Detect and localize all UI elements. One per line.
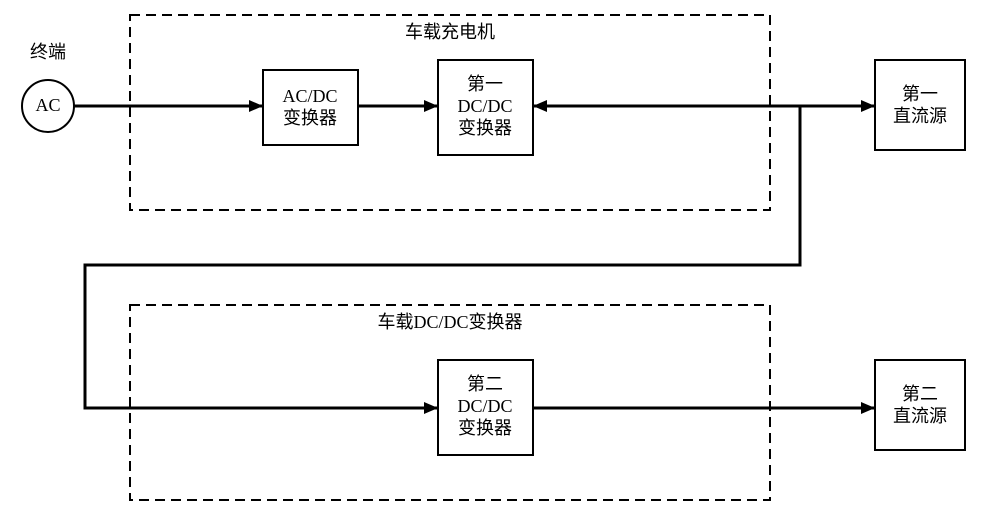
src2-line2: 直流源 — [893, 406, 947, 426]
terminal-label: 终端 — [30, 42, 66, 62]
src1-line2: 直流源 — [893, 106, 947, 126]
dcdc1-line3: 变换器 — [458, 118, 512, 138]
arrowhead — [424, 100, 438, 112]
acdc-line2: 变换器 — [283, 108, 337, 128]
edge-tap-to-dcdc2 — [85, 106, 800, 408]
arrowhead — [861, 100, 875, 112]
dcdc2-line3: 变换器 — [458, 418, 512, 438]
edges-group — [74, 100, 875, 414]
first-dc-source — [875, 60, 965, 150]
arrowhead — [424, 402, 438, 414]
dcdc2-line1: 第二 — [467, 374, 503, 394]
charger-title: 车载充电机 — [405, 22, 495, 42]
src1-line1: 第一 — [902, 84, 938, 104]
onboard-dcdc-title: 车载DC/DC变换器 — [377, 312, 522, 332]
arrowhead — [533, 100, 547, 112]
arrowhead — [249, 100, 263, 112]
dcdc1-line1: 第一 — [467, 74, 503, 94]
dcdc1-line2: DC/DC — [457, 96, 512, 116]
src2-line1: 第二 — [902, 384, 938, 404]
onboard-dcdc-container — [130, 305, 770, 500]
arrowhead — [861, 402, 875, 414]
ac-text: AC — [35, 95, 60, 115]
dcdc2-line2: DC/DC — [457, 396, 512, 416]
charger-container — [130, 15, 770, 210]
second-dc-source — [875, 360, 965, 450]
block-diagram: 车载充电机 车载DC/DC变换器 终端 AC AC/DC 变换器 第一 DC/D… — [0, 0, 1000, 524]
acdc-line1: AC/DC — [282, 86, 337, 106]
